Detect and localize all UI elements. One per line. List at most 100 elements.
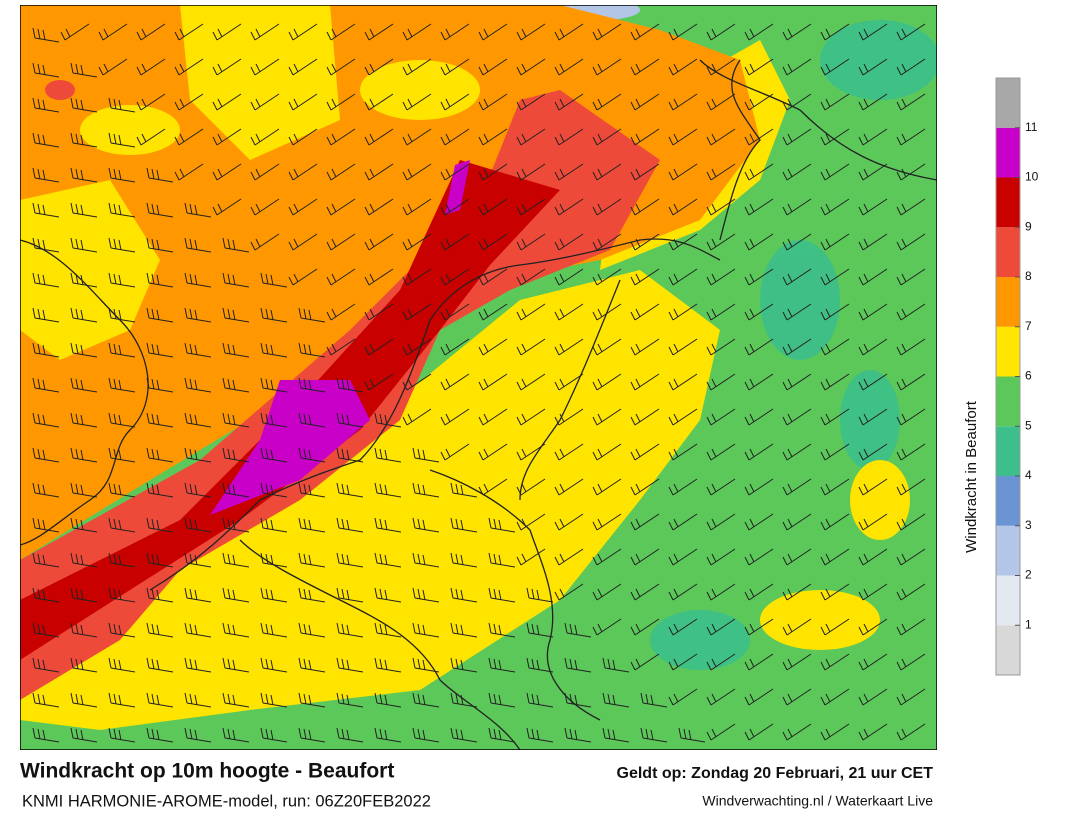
- wind-barb: [98, 23, 128, 41]
- wind-barb: [108, 727, 136, 743]
- wind-barb: [640, 692, 668, 708]
- wind-barb: [32, 307, 60, 323]
- wind-barb: [858, 58, 888, 76]
- wind-barb: [32, 272, 60, 288]
- wind-barb: [212, 58, 242, 76]
- wind-barb: [298, 342, 326, 358]
- wind-barb: [70, 692, 98, 708]
- wind-barb: [260, 587, 288, 603]
- wind-barb: [440, 268, 470, 286]
- wind-barb: [108, 587, 136, 603]
- wind-barb: [32, 132, 60, 148]
- wind-barb: [364, 128, 394, 146]
- wind-barb: [136, 58, 166, 76]
- wind-barb: [668, 443, 698, 461]
- wind-barb: [298, 447, 326, 463]
- legend-band: [996, 78, 1020, 128]
- wind-barb: [516, 93, 546, 111]
- wind-barb: [858, 513, 888, 531]
- wind-barb: [706, 268, 736, 286]
- wind-barb: [744, 513, 774, 531]
- wind-barb: [108, 132, 136, 148]
- legend-band: [996, 575, 1020, 626]
- wind-barb: [184, 342, 212, 358]
- wind-barb: [744, 338, 774, 356]
- legend-band: [996, 376, 1020, 427]
- wind-barb: [592, 618, 622, 636]
- wind-barb: [260, 692, 288, 708]
- wind-barb: [744, 723, 774, 741]
- wind-barb: [108, 692, 136, 708]
- wind-barb: [858, 618, 888, 636]
- wind-barb: [602, 692, 630, 708]
- wind-barb: [374, 482, 402, 498]
- wind-barb: [136, 128, 166, 146]
- wind-barb: [212, 163, 242, 181]
- wind-barb: [70, 447, 98, 463]
- wind-barb: [782, 198, 812, 216]
- wind-barb: [744, 198, 774, 216]
- wind-barb: [108, 272, 136, 288]
- wind-barb: [412, 692, 440, 708]
- wind-barb: [402, 233, 432, 251]
- wind-barb: [288, 23, 318, 41]
- wind-barb: [554, 268, 584, 286]
- wind-barb: [630, 58, 660, 76]
- wind-barb: [222, 272, 250, 288]
- wind-barb: [820, 233, 850, 251]
- wind-barb: [782, 93, 812, 111]
- wind-barb: [820, 548, 850, 566]
- wind-barb: [184, 517, 212, 533]
- wind-barb: [326, 303, 356, 321]
- wind-barb: [374, 692, 402, 708]
- wind-barb: [782, 653, 812, 671]
- wind-barb: [630, 548, 660, 566]
- wind-barb: [668, 268, 698, 286]
- wind-barb: [630, 233, 660, 251]
- wind-barb: [516, 478, 546, 496]
- wind-barb: [602, 657, 630, 673]
- wind-barb: [896, 198, 926, 216]
- wind-barb: [706, 233, 736, 251]
- wind-barb: [146, 622, 174, 638]
- wind-barb: [336, 692, 364, 708]
- wind-barb: [222, 342, 250, 358]
- wind-barb: [858, 23, 888, 41]
- wind-barb: [212, 23, 242, 41]
- wind-barb: [70, 272, 98, 288]
- wind-barb: [184, 377, 212, 393]
- wind-barb: [896, 93, 926, 111]
- wind-barb: [374, 447, 402, 463]
- wind-barb: [526, 657, 554, 673]
- wind-barb: [336, 377, 364, 393]
- wind-barb: [744, 233, 774, 251]
- wind-barb: [858, 93, 888, 111]
- wind-barb: [364, 163, 394, 181]
- wind-barb: [782, 408, 812, 426]
- wind-barb: [60, 23, 90, 41]
- wind-barb: [640, 727, 668, 743]
- wind-barb: [108, 447, 136, 463]
- wind-barb: [592, 58, 622, 76]
- wind-barb: [896, 23, 926, 41]
- wind-barb: [298, 517, 326, 533]
- wind-barb: [70, 587, 98, 603]
- wind-barb: [222, 307, 250, 323]
- wind-barb: [298, 482, 326, 498]
- wind-barb: [678, 727, 706, 743]
- wind-barb: [326, 58, 356, 76]
- wind-barb: [896, 163, 926, 181]
- wind-barb: [108, 482, 136, 498]
- wind-barb: [70, 167, 98, 183]
- wind-barb: [146, 727, 174, 743]
- wind-barb: [336, 727, 364, 743]
- wind-barb: [108, 377, 136, 393]
- wind-barb: [402, 163, 432, 181]
- wind-barb: [364, 23, 394, 41]
- wind-barb: [706, 163, 736, 181]
- wind-barb: [288, 163, 318, 181]
- wind-barb: [478, 268, 508, 286]
- wind-barb: [896, 583, 926, 601]
- wind-barb: [820, 513, 850, 531]
- wind-barb: [516, 373, 546, 391]
